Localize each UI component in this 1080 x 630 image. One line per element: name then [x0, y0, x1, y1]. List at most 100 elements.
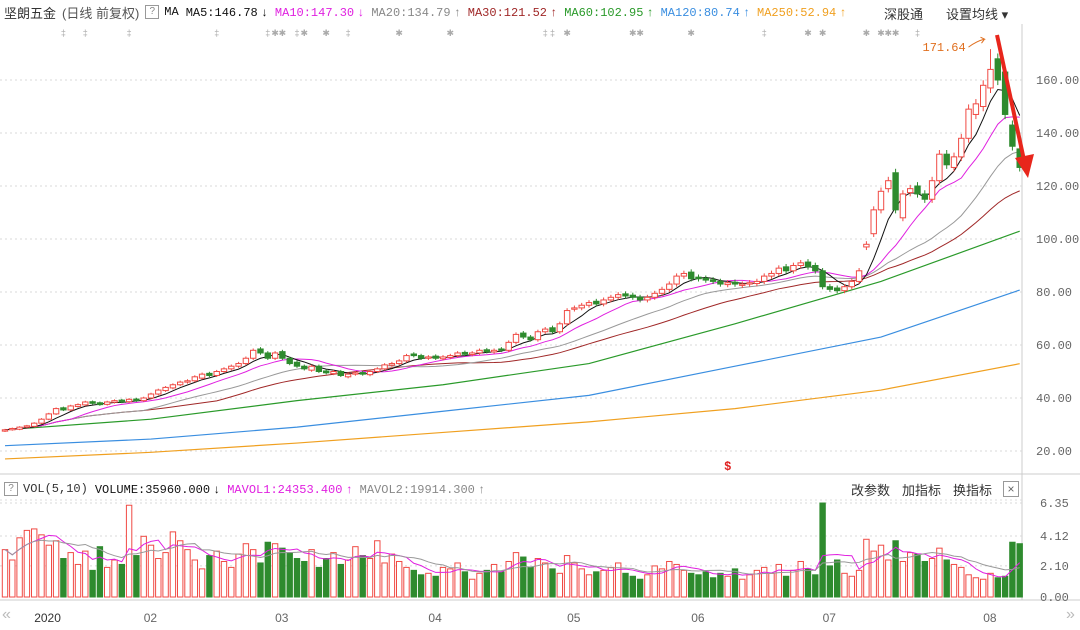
candle[interactable]	[162, 386, 169, 392]
candle[interactable]	[344, 372, 352, 379]
candle[interactable]	[498, 347, 505, 353]
candle[interactable]	[870, 206, 877, 237]
candle[interactable]	[688, 269, 695, 282]
candle[interactable]	[534, 329, 542, 342]
candle[interactable]	[45, 412, 52, 421]
candle[interactable]	[950, 152, 958, 172]
event-marker-icon[interactable]: ‡	[543, 28, 548, 38]
candle[interactable]	[169, 383, 177, 390]
help-icon[interactable]: ?	[4, 482, 18, 496]
candle[interactable]	[855, 268, 863, 285]
candle[interactable]	[965, 104, 972, 143]
candle[interactable]	[658, 286, 666, 296]
candle[interactable]	[593, 298, 600, 307]
candle[interactable]	[731, 279, 739, 287]
candle[interactable]	[410, 352, 418, 358]
scroll-right-icon[interactable]: »	[1066, 606, 1075, 623]
candle[interactable]	[790, 262, 797, 274]
event-marker-icon[interactable]: ✱	[863, 28, 871, 38]
candle[interactable]	[571, 305, 578, 312]
candle[interactable]	[184, 379, 191, 384]
candle[interactable]	[877, 187, 885, 214]
candle[interactable]	[600, 297, 607, 307]
candle[interactable]	[666, 281, 673, 292]
candle[interactable]	[892, 168, 899, 214]
candle[interactable]	[118, 398, 125, 404]
candle[interactable]	[447, 353, 454, 360]
candle[interactable]	[615, 292, 622, 300]
candle[interactable]	[994, 53, 1001, 86]
candle[interactable]	[724, 280, 731, 288]
event-marker-icon[interactable]: ‡	[127, 28, 132, 38]
candle[interactable]	[301, 364, 308, 371]
candle[interactable]	[82, 400, 89, 407]
event-marker-icon[interactable]: ✱	[447, 28, 455, 38]
candle[interactable]	[198, 372, 206, 380]
candle[interactable]	[768, 270, 775, 279]
candle[interactable]	[804, 259, 812, 270]
event-marker-icon[interactable]: ✱	[892, 28, 900, 38]
candle[interactable]	[359, 370, 366, 376]
candle[interactable]	[834, 285, 841, 294]
candle[interactable]	[213, 369, 220, 378]
candle[interactable]	[483, 347, 491, 354]
add-indicator-button[interactable]: 加指标	[902, 483, 942, 498]
candle[interactable]	[155, 388, 162, 396]
candle[interactable]	[469, 351, 476, 357]
candle[interactable]	[191, 375, 199, 383]
candle[interactable]	[286, 356, 293, 366]
candle[interactable]	[89, 400, 96, 405]
candle[interactable]	[381, 363, 388, 371]
candle[interactable]	[403, 353, 410, 363]
candle[interactable]	[476, 348, 483, 355]
candle[interactable]	[542, 327, 549, 334]
event-marker-icon[interactable]: ✱	[687, 28, 695, 38]
candle[interactable]	[863, 241, 870, 251]
candle[interactable]	[177, 380, 184, 387]
candle[interactable]	[761, 273, 768, 285]
candle[interactable]	[556, 321, 563, 334]
candle[interactable]	[512, 332, 520, 345]
candle[interactable]	[315, 364, 323, 374]
candle[interactable]	[228, 364, 235, 371]
candle[interactable]	[782, 263, 790, 274]
candle[interactable]	[31, 422, 38, 428]
candle[interactable]	[520, 331, 527, 340]
close-icon[interactable]: ×	[1003, 481, 1019, 497]
candle[interactable]	[104, 400, 111, 406]
candle[interactable]	[899, 190, 907, 222]
candle[interactable]	[753, 278, 761, 287]
candle[interactable]	[549, 325, 556, 334]
edit-params-button[interactable]: 改参数	[851, 483, 891, 498]
candle[interactable]	[206, 371, 213, 378]
candle[interactable]	[943, 150, 950, 169]
candle[interactable]	[242, 356, 250, 366]
candle[interactable]	[417, 353, 425, 360]
ma-settings-dropdown[interactable]: 设置均线 ▾	[946, 7, 1009, 22]
candle[interactable]	[921, 190, 928, 203]
event-marker-icon[interactable]: ✱	[279, 28, 287, 38]
candle[interactable]	[425, 355, 432, 360]
candle[interactable]	[74, 403, 82, 408]
event-marker-icon[interactable]: ‡	[214, 28, 219, 38]
candle[interactable]	[96, 401, 104, 406]
candle[interactable]	[9, 427, 16, 431]
event-marker-icon[interactable]: ‡	[915, 28, 920, 38]
candle[interactable]	[644, 294, 651, 303]
candle[interactable]	[264, 351, 272, 360]
event-marker-icon[interactable]: ✱	[877, 28, 885, 38]
candle[interactable]	[746, 280, 753, 287]
switch-indicator-button[interactable]: 换指标	[953, 483, 993, 498]
candle[interactable]	[490, 348, 498, 354]
candle[interactable]	[111, 399, 118, 404]
candle[interactable]	[636, 294, 644, 303]
candle[interactable]	[308, 364, 315, 372]
candle[interactable]	[52, 407, 60, 415]
event-marker-icon[interactable]: ‡	[550, 28, 555, 38]
candle[interactable]	[585, 300, 593, 308]
candle[interactable]	[147, 392, 155, 400]
candle[interactable]	[337, 369, 345, 378]
candle[interactable]	[629, 292, 636, 300]
event-marker-icon[interactable]: ✱	[271, 28, 279, 38]
